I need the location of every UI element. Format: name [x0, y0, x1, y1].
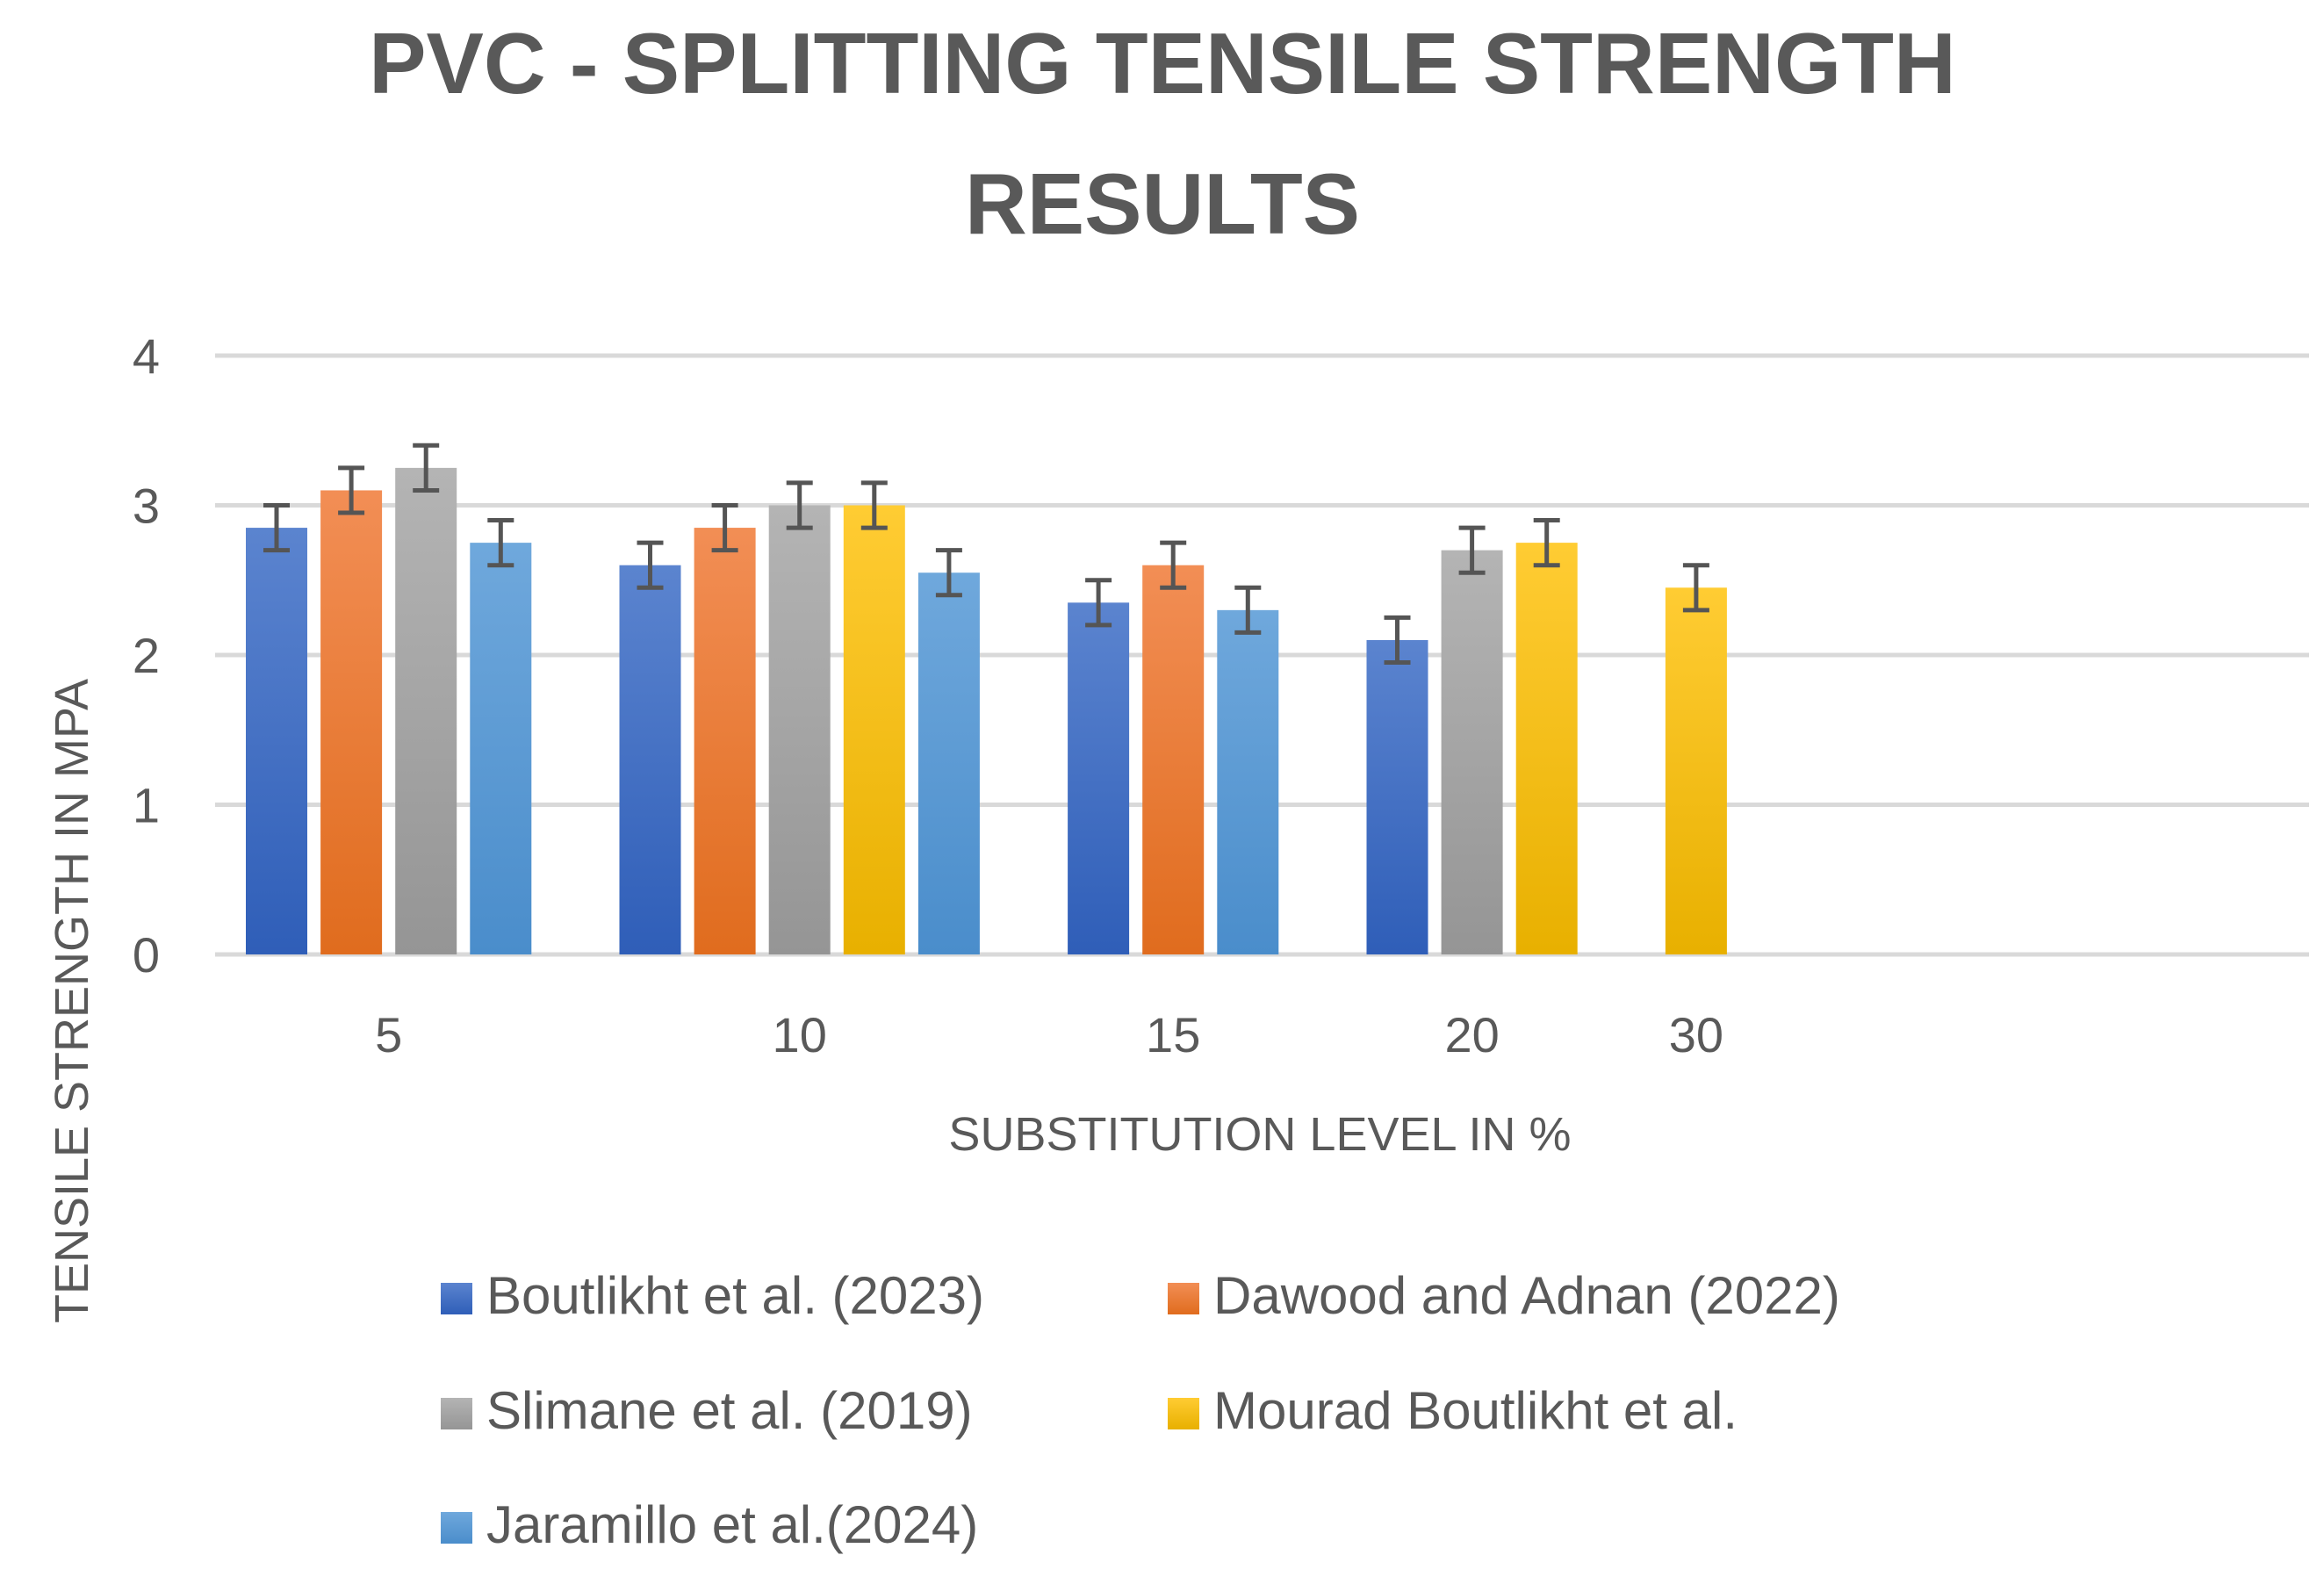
- error-bar-10-series-1: [637, 540, 664, 590]
- chart-title-line-1: PVC - SPLITTING TENSILE STRENGTH: [369, 15, 1956, 112]
- chart-title: PVC - SPLITTING TENSILE STRENGTH RESULTS: [369, 15, 1956, 252]
- bar-5-series-3: [395, 467, 457, 954]
- error-bar-20-series-1: [1384, 615, 1411, 666]
- error-bar-5-series-3: [413, 443, 440, 493]
- x-tick-label: 10: [773, 1007, 827, 1062]
- y-tick-label: 3: [133, 479, 160, 534]
- bars: [246, 467, 1727, 954]
- legend-label: Mourad Boutlikht et al.: [1213, 1381, 1738, 1440]
- legend-label: Slimane et al. (2019): [486, 1381, 973, 1440]
- x-axis-ticks: 5 10 15 20 30: [375, 1007, 1723, 1062]
- bar-10-series-2: [694, 528, 756, 954]
- legend-item: Dawood and Adnan (2022): [1168, 1266, 1840, 1325]
- legend-item: Boutlikht et al. (2023): [441, 1266, 984, 1325]
- error-bar-10-series-2: [711, 503, 738, 553]
- legend-label: Dawood and Adnan (2022): [1213, 1266, 1840, 1325]
- bar-5-series-1: [246, 528, 307, 954]
- legend-item: Jaramillo et al.(2024): [441, 1495, 978, 1554]
- x-tick-label: 20: [1444, 1007, 1499, 1062]
- legend-label: Boutlikht et al. (2023): [486, 1266, 984, 1325]
- y-tick-label: 2: [133, 628, 160, 683]
- error-bars: [263, 443, 1709, 666]
- y-tick-label: 0: [133, 927, 160, 983]
- bar-15-series-5: [1217, 609, 1279, 954]
- x-axis-label: SUBSTITUTION LEVEL IN %: [948, 1108, 1571, 1161]
- bar-5-series-5: [470, 543, 532, 954]
- x-tick-label: 30: [1669, 1007, 1723, 1062]
- error-bar-20-series-3: [1458, 525, 1486, 575]
- error-bar-10-series-5: [935, 548, 962, 598]
- legend-label: Jaramillo et al.(2024): [486, 1495, 978, 1554]
- y-tick-label: 1: [133, 778, 160, 833]
- bar-20-series-1: [1366, 639, 1428, 954]
- legend-swatch: [441, 1283, 472, 1314]
- x-tick-label: 5: [375, 1007, 402, 1062]
- legend-swatch: [441, 1512, 472, 1544]
- chart-title-line-2: RESULTS: [965, 155, 1360, 252]
- legend-swatch: [1168, 1283, 1199, 1314]
- y-tick-label: 4: [133, 328, 160, 384]
- error-bar-15-series-1: [1085, 578, 1112, 628]
- error-bar-30-series-4: [1682, 563, 1709, 613]
- bar-10-series-5: [917, 572, 980, 954]
- error-bar-20-series-4: [1533, 518, 1560, 568]
- error-bar-10-series-3: [786, 480, 813, 530]
- legend-item: Slimane et al. (2019): [441, 1381, 973, 1440]
- error-bar-5-series-5: [487, 518, 514, 568]
- bar-20-series-3: [1441, 550, 1503, 954]
- error-bar-15-series-5: [1234, 585, 1262, 635]
- bar-15-series-1: [1068, 602, 1130, 954]
- bar-30-series-4: [1665, 587, 1727, 954]
- legend-item: Mourad Boutlikht et al.: [1168, 1381, 1738, 1440]
- bar-15-series-2: [1142, 565, 1205, 954]
- bar-20-series-4: [1515, 543, 1578, 954]
- error-bar-10-series-4: [860, 480, 888, 530]
- bar-10-series-4: [843, 505, 905, 954]
- legend: Boutlikht et al. (2023) Dawood and Adnan …: [441, 1266, 1840, 1554]
- y-axis-label: TENSILE STRENGTH IN MPA: [46, 679, 98, 1323]
- y-axis-ticks: 0 1 2 3 4: [133, 328, 160, 983]
- error-bar-15-series-2: [1160, 540, 1187, 590]
- bar-5-series-2: [320, 490, 383, 954]
- error-bar-5-series-2: [338, 465, 365, 515]
- x-tick-label: 15: [1146, 1007, 1200, 1062]
- bar-10-series-3: [768, 505, 831, 954]
- legend-swatch: [441, 1398, 472, 1429]
- error-bar-5-series-1: [263, 503, 290, 553]
- legend-swatch: [1168, 1398, 1199, 1429]
- bar-10-series-1: [619, 565, 681, 954]
